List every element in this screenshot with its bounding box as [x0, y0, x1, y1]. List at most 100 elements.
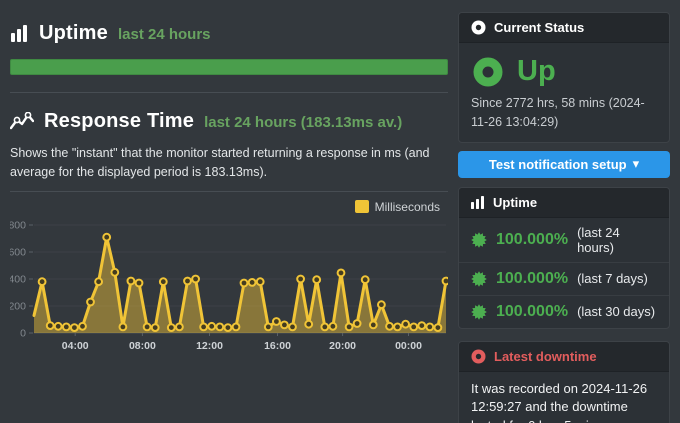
chart-data-point[interactable] — [401, 319, 411, 329]
starburst-icon — [471, 303, 487, 320]
response-time-subtitle: last 24 hours (183.13ms av.) — [204, 114, 403, 131]
chart-data-point[interactable] — [191, 274, 201, 283]
bar-chart-icon — [471, 195, 485, 209]
svg-text:400: 400 — [10, 273, 26, 285]
chart-data-point[interactable] — [328, 321, 338, 331]
chart-data-point[interactable] — [45, 320, 55, 330]
chart-data-point[interactable] — [255, 276, 265, 286]
uptime-section-header: Uptime last 24 hours — [10, 22, 448, 45]
chart-data-point[interactable] — [312, 274, 322, 284]
chart-data-point[interactable] — [175, 322, 184, 331]
chart-data-point[interactable] — [304, 319, 314, 329]
chart-data-point[interactable] — [86, 297, 95, 306]
starburst-icon — [471, 231, 487, 248]
chart-area-fill — [34, 236, 446, 333]
bar-chart-icon — [10, 24, 29, 43]
chart-data-point[interactable] — [78, 321, 87, 331]
latest-downtime-title: Latest downtime — [494, 348, 597, 364]
legend-label: Milliseconds — [374, 199, 440, 214]
x-axis-label: 04:00 — [62, 340, 89, 352]
chart-data-point[interactable] — [70, 322, 79, 332]
chart-data-point[interactable] — [344, 322, 354, 331]
response-section-header: Response Time last 24 hours (183.13ms av… — [10, 110, 448, 133]
chart-data-point[interactable] — [360, 274, 370, 284]
chart-data-point[interactable] — [150, 322, 160, 332]
latest-downtime-text: It was recorded on 2024-11-26 12:59:27 a… — [471, 380, 648, 423]
chart-line — [32, 235, 448, 329]
chart-data-point[interactable] — [134, 278, 144, 287]
uptime-panel-title: Uptime — [493, 194, 538, 210]
chart-data-point[interactable] — [409, 322, 419, 331]
svg-text:800: 800 — [10, 219, 26, 231]
x-axis-label: 12:00 — [196, 340, 223, 352]
x-axis-label: 16:00 — [264, 340, 291, 352]
chart-data-point[interactable] — [223, 322, 233, 332]
svg-text:200: 200 — [10, 300, 26, 312]
test-notification-setup-label: Test notification setup — [488, 156, 627, 172]
chart-data-point[interactable] — [263, 322, 273, 331]
current-status-title: Current Status — [494, 20, 585, 35]
line-chart-icon — [10, 111, 34, 132]
divider — [10, 92, 448, 93]
chart-data-point[interactable] — [94, 276, 103, 286]
uptime-rows: 100.000% (last 24 hours) 100.000% (last 7 d… — [459, 218, 669, 328]
chart-data-point[interactable] — [239, 278, 249, 287]
status-since-text: Since 2772 hrs, 58 mins (2024-11-26 13:0… — [471, 96, 645, 129]
latest-downtime-header: Latest downtime — [459, 341, 669, 372]
chart-data-point[interactable] — [433, 322, 443, 332]
chart-data-point[interactable] — [441, 276, 448, 285]
chart-data-point[interactable] — [231, 322, 241, 331]
uptime-subtitle: last 24 hours — [117, 26, 211, 43]
chart-data-point[interactable] — [247, 277, 257, 287]
chart-data-point[interactable] — [207, 321, 217, 331]
uptime-title: Uptime — [39, 22, 108, 44]
chart-data-point[interactable] — [158, 276, 168, 286]
chart-data-point[interactable] — [280, 320, 289, 329]
chart-data-point[interactable] — [288, 322, 297, 331]
response-time-title: Response Time — [44, 110, 195, 132]
uptime-panel-header: Uptime — [459, 187, 669, 218]
chart-data-point[interactable] — [417, 320, 427, 330]
chart-data-point[interactable] — [110, 267, 120, 277]
chart-data-point[interactable] — [320, 322, 330, 331]
chart-data-point[interactable] — [37, 276, 47, 286]
uptime-row: 100.000% (last 30 days) — [459, 296, 669, 328]
chart-data-point[interactable] — [199, 322, 209, 331]
chart-data-point[interactable] — [61, 322, 71, 331]
main-content: Uptime last 24 hours Response Time last … — [10, 0, 448, 353]
divider — [10, 190, 448, 192]
chart-data-point[interactable] — [215, 322, 225, 331]
chart-data-point[interactable] — [368, 320, 378, 329]
chart-data-point[interactable] — [385, 321, 394, 331]
latest-downtime-card: Latest downtime It was recorded on 2024-… — [458, 340, 670, 423]
chart-legend: Milliseconds — [10, 200, 440, 214]
uptime-progress-bar[interactable] — [10, 59, 448, 75]
x-axis-label: 00:00 — [395, 340, 422, 352]
chart-data-point[interactable] — [126, 276, 136, 285]
test-notification-setup-button[interactable]: Test notification setup ▾ — [458, 150, 670, 178]
legend-swatch-milliseconds — [354, 200, 369, 213]
uptime-period: (last 24 hours) — [577, 224, 620, 255]
record-icon — [471, 20, 486, 35]
x-axis-label: 20:00 — [329, 340, 356, 352]
chart-data-point[interactable] — [352, 318, 362, 328]
response-time-description: Shows the "instant" that the monitor sta… — [10, 146, 430, 179]
chart-data-point[interactable] — [183, 276, 192, 285]
starburst-icon — [471, 270, 487, 287]
current-status-body: Up Since 2772 hrs, 58 mins (2024-11-26 1… — [459, 43, 669, 142]
uptime-percentage: 100.000% — [496, 230, 569, 248]
chart-data-point[interactable] — [142, 322, 152, 331]
uptime-row: 100.000% (last 24 hours) — [459, 218, 669, 263]
chart-data-point[interactable] — [336, 268, 346, 277]
chart-data-point[interactable] — [296, 274, 306, 283]
chart-data-point[interactable] — [102, 232, 112, 242]
chart-data-point[interactable] — [393, 322, 402, 331]
uptime-period: (last 7 days) — [577, 271, 648, 286]
chart-data-point[interactable] — [377, 299, 386, 309]
chart-data-point[interactable] — [53, 321, 63, 331]
chart-data-point[interactable] — [425, 322, 435, 331]
chart-data-point[interactable] — [118, 322, 128, 331]
chart-data-point[interactable] — [166, 322, 176, 332]
response-time-chart[interactable]: 0 200 400 600 800 04:00 08:00 12:00 16:00 20:00 00… — [10, 216, 448, 353]
chart-data-point[interactable] — [272, 316, 281, 326]
